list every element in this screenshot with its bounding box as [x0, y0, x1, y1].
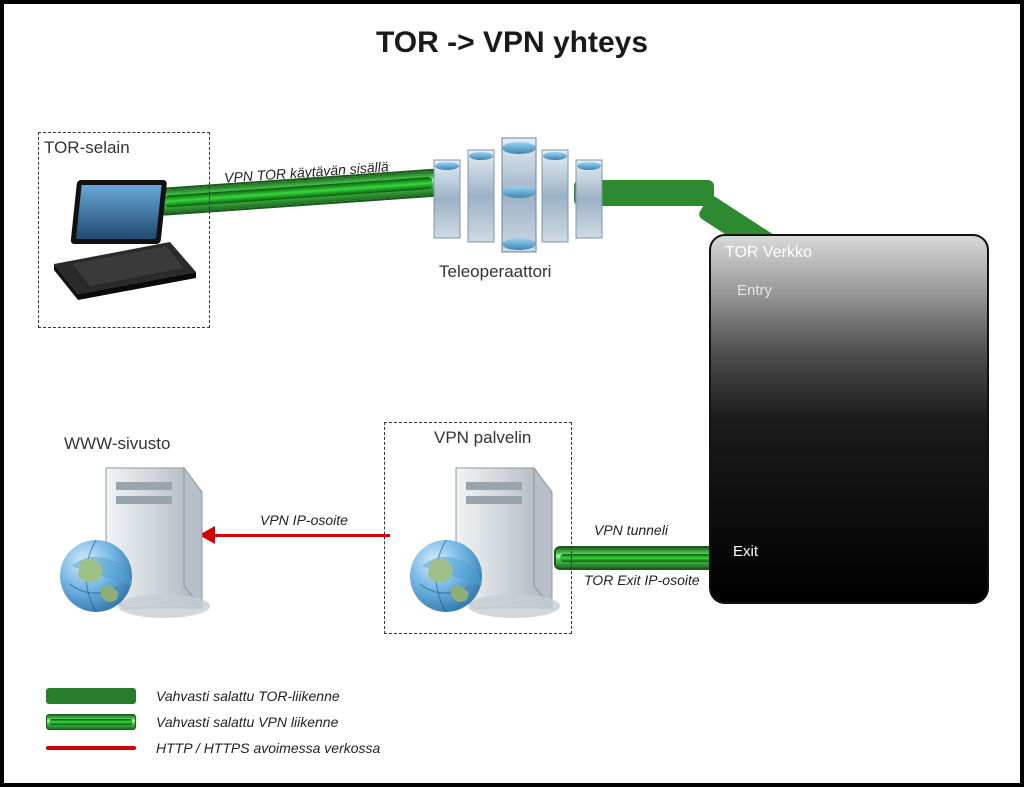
- legend-row-tor: Vahvasti salattu TOR-liikenne: [46, 683, 380, 709]
- legend-swatch-tor: [46, 688, 136, 704]
- node-vpn-server-label: VPN palvelin: [434, 428, 531, 448]
- edge-vpn-to-www-label: VPN IP-osoite: [260, 512, 348, 528]
- legend-swatch-http: [46, 746, 136, 750]
- tor-network-entry-label: Entry: [737, 282, 772, 299]
- legend: Vahvasti salattu TOR-liikenne Vahvasti s…: [46, 683, 380, 761]
- isp-servers-icon: [424, 132, 614, 262]
- tor-network-title: TOR Verkko: [725, 244, 812, 262]
- legend-row-vpn: Vahvasti salattu VPN liikenne: [46, 709, 380, 735]
- tor-network-exit-label: Exit: [733, 543, 758, 560]
- legend-row-http: HTTP / HTTPS avoimessa verkossa: [46, 735, 380, 761]
- node-tor-browser-label: TOR-selain: [44, 138, 130, 158]
- legend-text-http: HTTP / HTTPS avoimessa verkossa: [156, 740, 380, 756]
- edge-tor-to-vpn-label: VPN tunneli: [594, 522, 668, 538]
- legend-text-tor: Vahvasti salattu TOR-liikenne: [156, 688, 340, 704]
- edge-tor-to-vpn-sublabel: TOR Exit IP-osoite: [584, 572, 700, 588]
- edge-tor-to-vpn: [554, 546, 724, 570]
- legend-swatch-vpn: [46, 714, 136, 730]
- edge-vpn-to-www-line: [214, 534, 390, 537]
- node-tor-network: TOR Verkko Entry Exit: [709, 234, 989, 604]
- www-server-icon: [52, 458, 212, 628]
- diagram-frame: TOR -> VPN yhteys VPN TOR käytävän sisäl…: [0, 0, 1024, 787]
- legend-text-vpn: Vahvasti salattu VPN liikenne: [156, 714, 338, 730]
- vpn-server-icon: [402, 458, 562, 628]
- diagram-title: TOR -> VPN yhteys: [4, 26, 1020, 60]
- node-isp-label: Teleoperaattori: [439, 262, 551, 282]
- node-www-label: WWW-sivusto: [64, 434, 170, 454]
- laptop-icon: [48, 172, 198, 302]
